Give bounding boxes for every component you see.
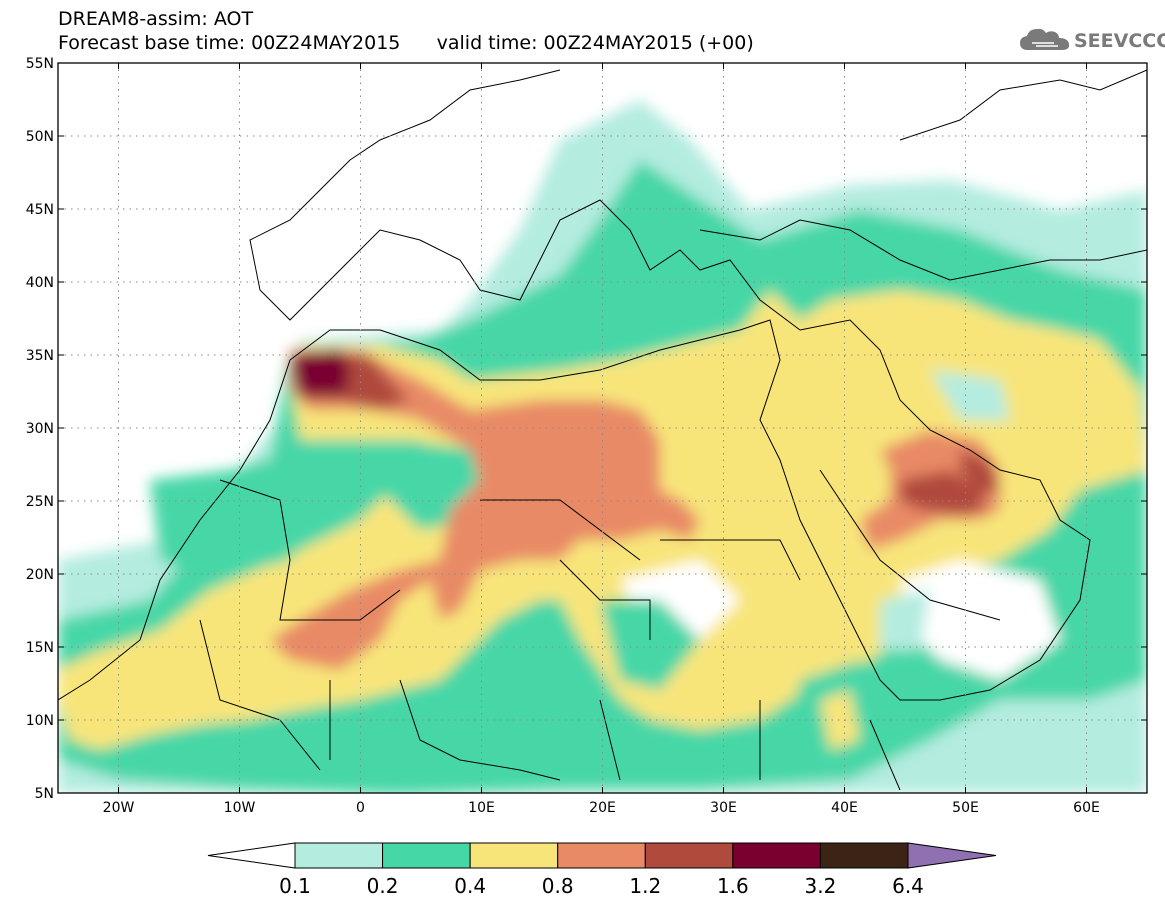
aot-field <box>58 63 1147 793</box>
lon-tick-label: 0 <box>356 800 365 816</box>
colorbar-level-label: 1.2 <box>629 874 661 898</box>
lat-tick-label: 25N <box>26 494 54 510</box>
colorbar-level-label: 1.6 <box>717 874 749 898</box>
colorbar-segment <box>382 842 471 869</box>
lat-tick-label: 30N <box>26 421 54 437</box>
map-subtitle: Forecast base time: 00Z24MAY2015 valid t… <box>58 33 754 53</box>
colorbar-segment <box>732 842 821 869</box>
logo-text: SEEVCCC <box>1074 30 1165 52</box>
map-title: DREAM8-assim: AOT <box>58 8 254 30</box>
lon-tick-label: 50E <box>952 800 979 816</box>
cloud-icon <box>1020 28 1070 50</box>
seevccc-logo: SEEVCCC <box>1018 26 1165 54</box>
lat-tick-label: 55N <box>26 56 54 72</box>
lat-tick-label: 20N <box>26 567 54 583</box>
lon-tick-label: 60E <box>1073 800 1100 816</box>
colorbar-level-label: 0.2 <box>367 874 399 898</box>
colorbar-level-label: 0.4 <box>454 874 486 898</box>
colorbar-segment <box>819 842 909 869</box>
lon-tick-label: 10E <box>468 800 495 816</box>
colorbar-level-label: 0.8 <box>542 874 574 898</box>
colorbar-segment <box>469 842 559 869</box>
lon-tick-label: 20E <box>589 800 616 816</box>
colorbar: 0.1 0.2 0.4 0.8 1.2 1.6 3.2 6.4 <box>207 842 997 898</box>
base-time-label: Forecast base time: 00Z24MAY2015 <box>58 32 401 54</box>
colorbar-level-label: 0.1 <box>279 874 311 898</box>
lon-tick-label: 30E <box>710 800 737 816</box>
colorbar-level-label: 6.4 <box>892 874 924 898</box>
lat-tick-label: 15N <box>26 640 54 656</box>
colorbar-segment <box>294 842 384 869</box>
valid-time-label: valid time: 00Z24MAY2015 (+00) <box>436 32 754 54</box>
lon-tick-label: 10W <box>224 800 256 816</box>
colorbar-segment <box>644 842 734 869</box>
lat-tick-label: 5N <box>35 786 54 802</box>
colorbar-low-arrow <box>207 842 296 869</box>
lat-tick-label: 50N <box>26 129 54 145</box>
lat-tick-label: 45N <box>26 202 54 218</box>
gridlines <box>58 63 1147 793</box>
axis-ticks: 55N 50N 45N 40N 35N 30N 25N 20N 15N 10N 5N 20W 10W 0 1… <box>26 56 1147 816</box>
colorbar-level-label: 3.2 <box>805 874 837 898</box>
colorbar-high-arrow <box>907 842 997 869</box>
lat-tick-label: 10N <box>26 713 54 729</box>
colorbar-segment <box>557 842 646 869</box>
lat-tick-label: 35N <box>26 348 54 364</box>
lon-tick-label: 40E <box>831 800 858 816</box>
lat-tick-label: 40N <box>26 275 54 291</box>
lon-tick-label: 20W <box>103 800 135 816</box>
